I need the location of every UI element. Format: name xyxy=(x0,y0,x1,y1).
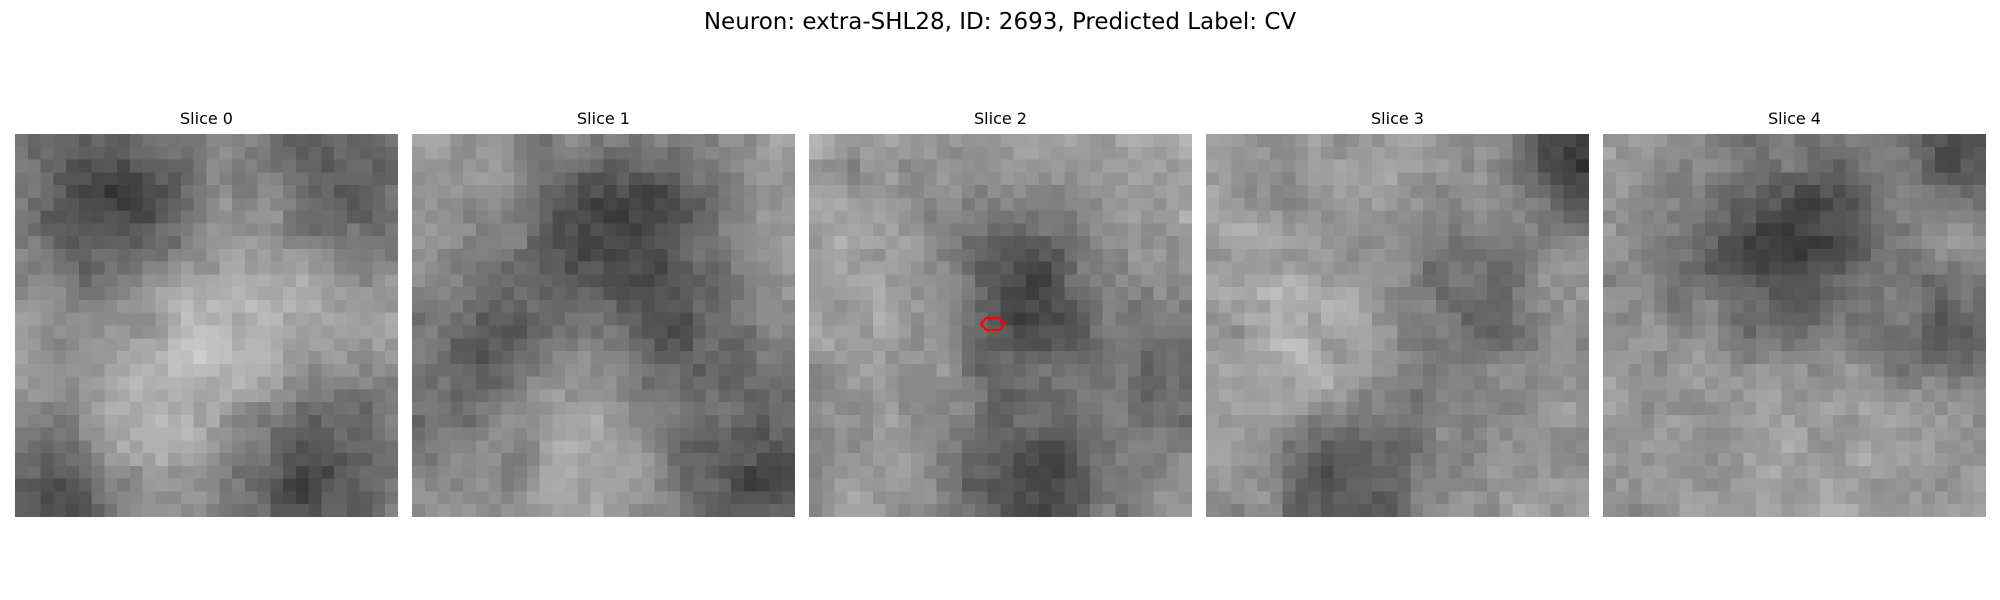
slice-title: Slice 0 xyxy=(180,109,233,128)
slice-title: Slice 2 xyxy=(974,109,1027,128)
slice-image xyxy=(809,134,1192,517)
slice-image xyxy=(15,134,398,517)
slice-title: Slice 4 xyxy=(1768,109,1821,128)
slice-image xyxy=(1206,134,1589,517)
slice-image xyxy=(1603,134,1986,517)
slice-panel-3: Slice 3 xyxy=(1206,108,1589,518)
slice-title: Slice 3 xyxy=(1371,109,1424,128)
figure-title: Neuron: extra-SHL28, ID: 2693, Predicted… xyxy=(703,9,1297,35)
slice-canvas xyxy=(15,134,398,517)
slice-image xyxy=(412,134,795,517)
slice-panel-2: Slice 2 xyxy=(809,108,1192,518)
slice-canvas xyxy=(412,134,795,517)
slice-panel-4: Slice 4 xyxy=(1603,108,1986,518)
slice-panel-1: Slice 1 xyxy=(412,108,795,518)
slice-canvas xyxy=(1603,134,1986,517)
slice-canvas xyxy=(809,134,1192,517)
slice-canvas xyxy=(1206,134,1589,517)
slice-title: Slice 1 xyxy=(577,109,630,128)
slice-panel-0: Slice 0 xyxy=(15,108,398,518)
